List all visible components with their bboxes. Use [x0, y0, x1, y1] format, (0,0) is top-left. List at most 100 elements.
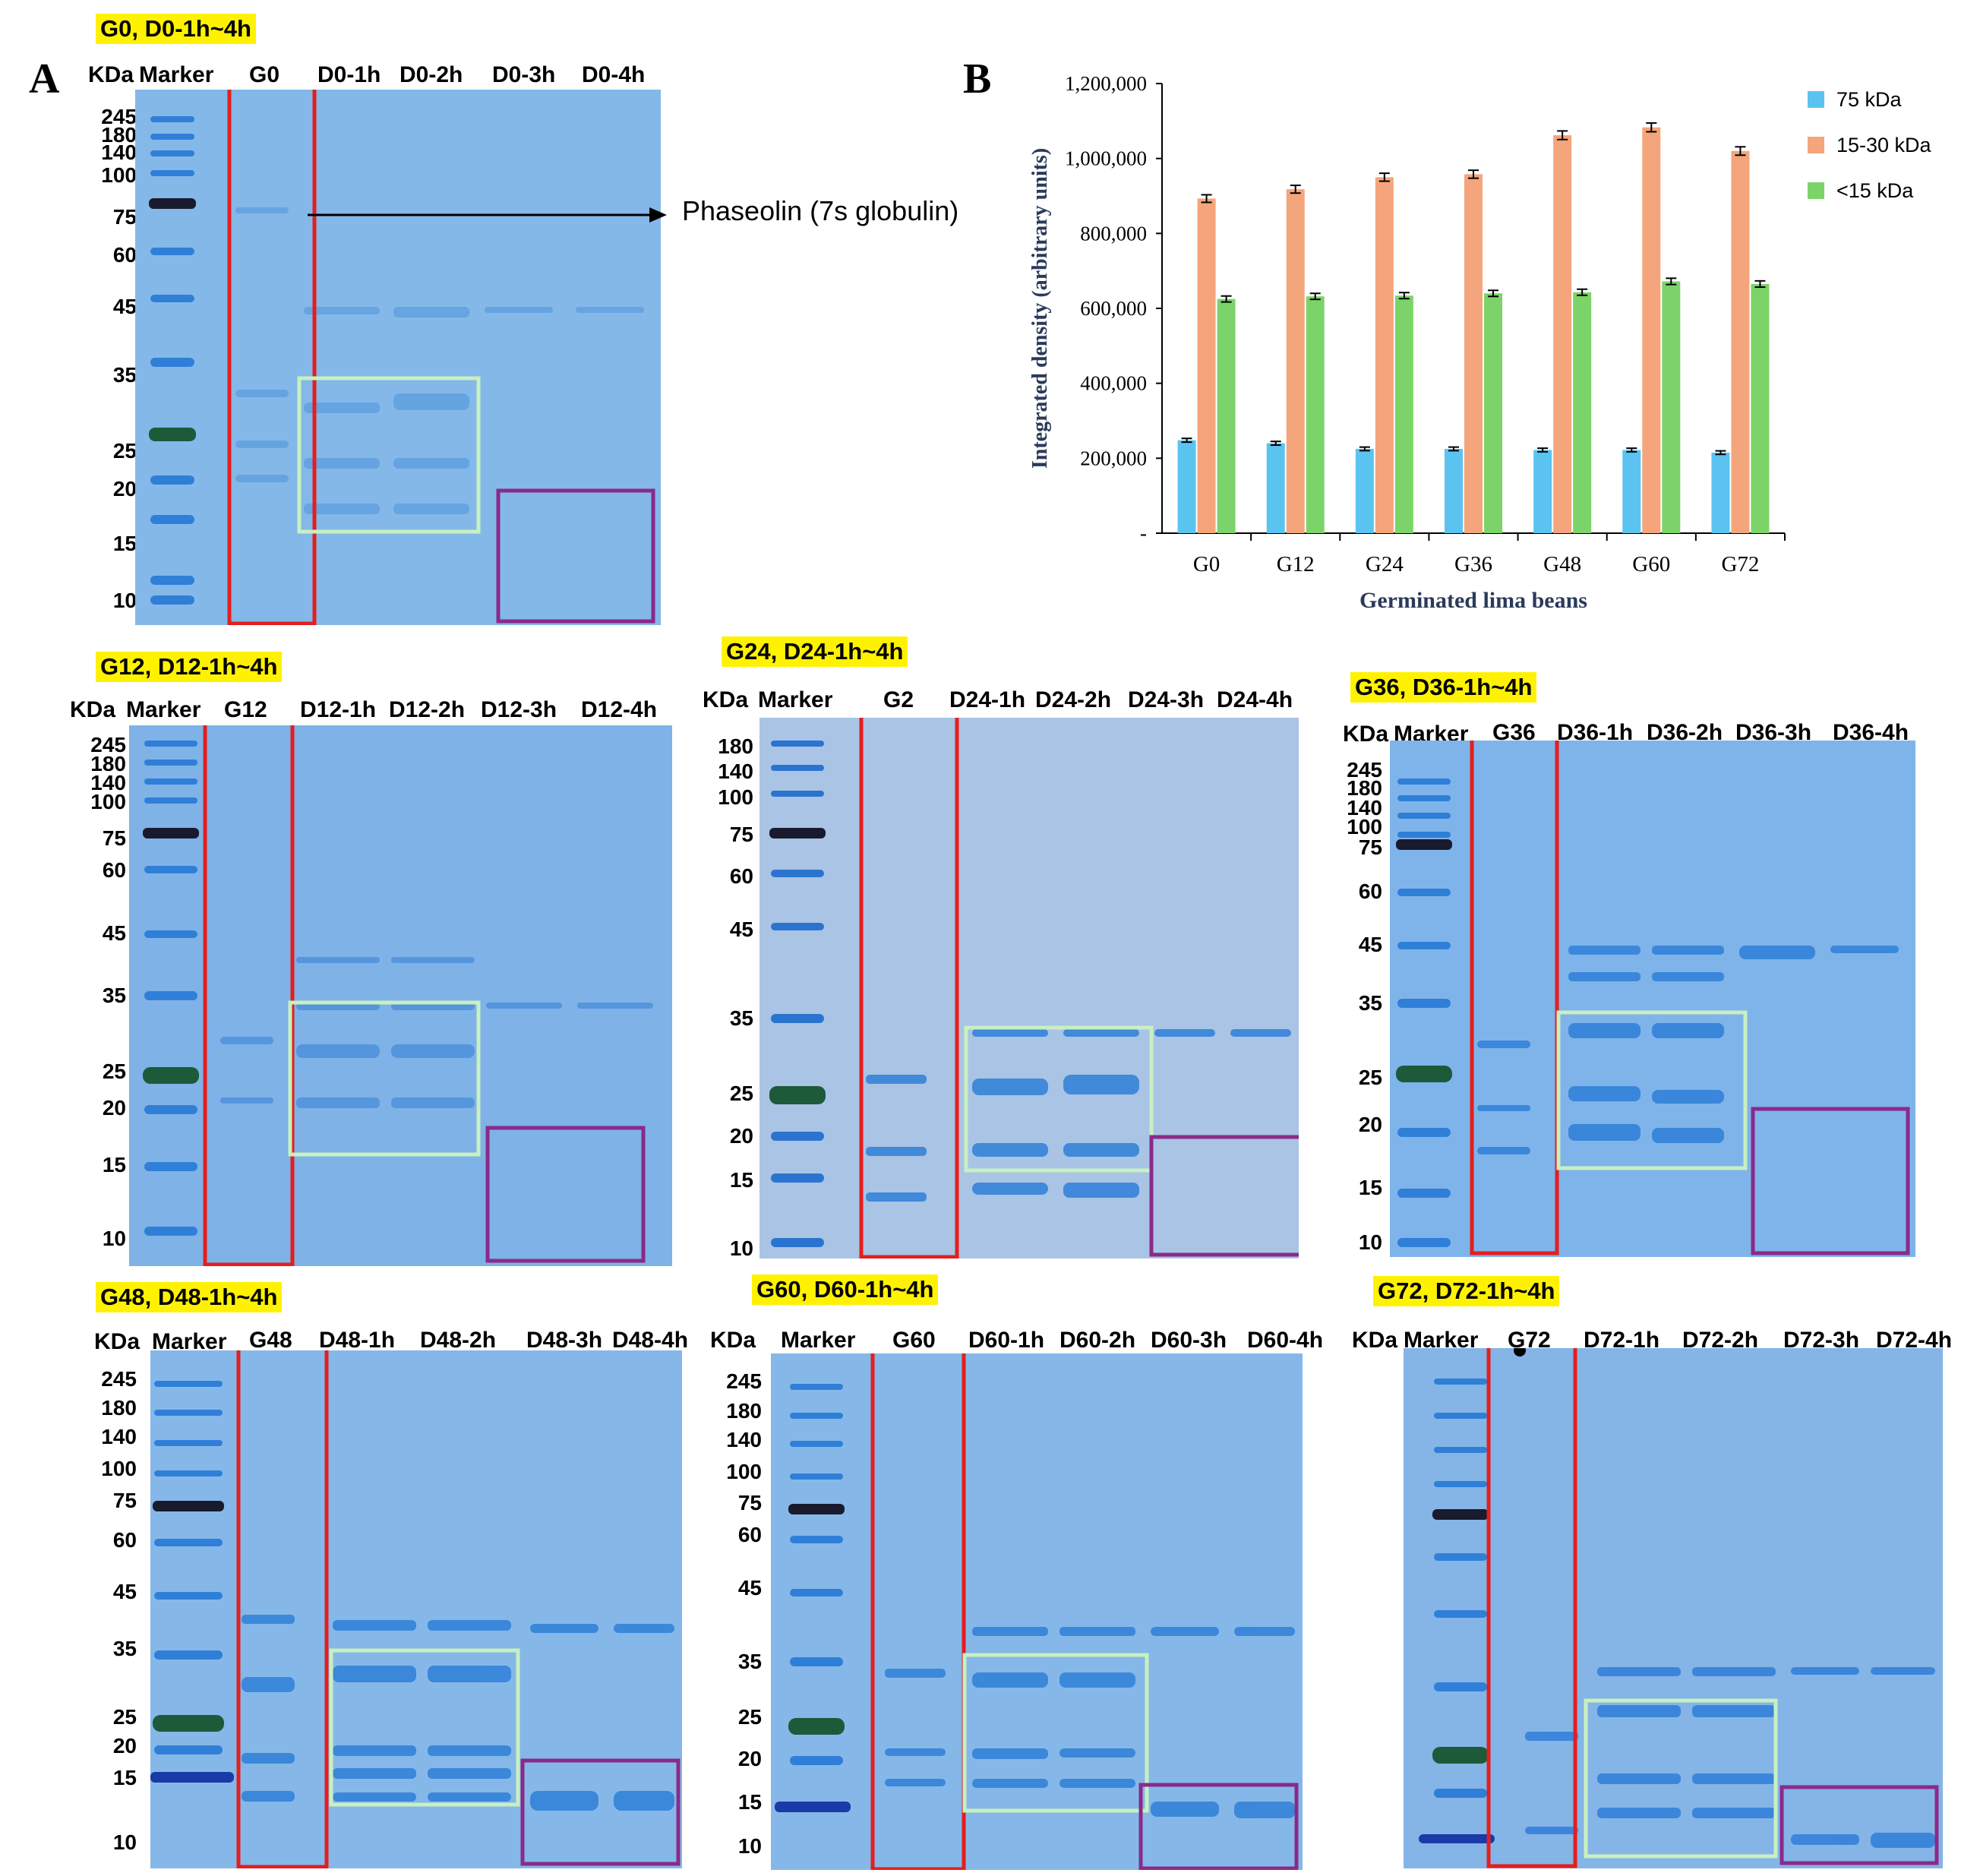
ladder-label: 140	[1347, 796, 1382, 820]
ladder-label: 45	[112, 1580, 137, 1603]
ladder-label: 25	[112, 1705, 137, 1729]
ladder-label: 60	[1358, 880, 1382, 903]
ladder-label: 20	[102, 1096, 126, 1120]
x-tick-label: G60	[1632, 552, 1670, 576]
gel-image	[135, 90, 661, 625]
y-tick-label: 200,000	[1080, 447, 1147, 469]
ladder-label: 75	[102, 826, 126, 850]
ladder-label: 25	[729, 1082, 753, 1105]
kda-header: KDa	[1352, 1328, 1398, 1353]
marker-label: Marker	[126, 697, 201, 722]
ladder-label: 245	[101, 1367, 137, 1391]
ladder-label: 60	[112, 1528, 137, 1552]
lane-label: D24-2h	[1035, 687, 1112, 712]
ladder-label: 35	[737, 1650, 762, 1673]
x-tick-label: G24	[1366, 552, 1404, 576]
gel-tag: G72, D72-1h~4h	[1373, 1276, 1560, 1306]
ladder-label: 75	[737, 1491, 762, 1514]
gel-image	[150, 1350, 682, 1868]
y-tick-label: 800,000	[1080, 222, 1147, 245]
bar-15kda	[1394, 295, 1413, 533]
x-tick-label: G48	[1543, 552, 1581, 576]
lane-label: D60-1h	[968, 1328, 1045, 1353]
gel-tag: G24, D24-1h~4h	[722, 636, 908, 667]
ladder-label: 100	[101, 163, 137, 187]
ladder-label: 10	[112, 1830, 137, 1854]
y-axis-label: Integrated density (arbitrary units)	[1028, 148, 1052, 469]
lane-label: D48-4h	[612, 1328, 689, 1353]
ladder-label: 35	[1358, 991, 1382, 1015]
lane-label: D24-3h	[1128, 687, 1205, 712]
x-tick-label: G0	[1193, 552, 1220, 576]
lane-label: G60	[892, 1328, 936, 1353]
lane-label: G2	[883, 687, 914, 712]
ladder-label: 75	[112, 1489, 137, 1512]
ladder-label: 35	[112, 363, 137, 387]
kda-header: KDa	[703, 687, 749, 712]
legend-swatch	[1808, 91, 1824, 108]
lane-label: D48-2h	[420, 1328, 497, 1353]
bar-1530kda	[1197, 198, 1216, 533]
ladder-label: 15	[1358, 1176, 1382, 1199]
ladder-label: 15	[737, 1790, 762, 1814]
ladder-label: 35	[729, 1006, 753, 1030]
legend-label: 75 kDa	[1836, 88, 1903, 111]
kda-header: KDa	[88, 62, 134, 87]
phaseolin-arrow	[308, 207, 667, 223]
ladder-label: 140	[101, 1425, 137, 1448]
density-bar-chart: - 200,000 400,000 600,000 800,000 1,000,000 1,…	[1028, 72, 1932, 613]
lane-label: G48	[249, 1328, 292, 1353]
lane-label: D48-1h	[319, 1328, 396, 1353]
gel-tag: G36, D36-1h~4h	[1350, 672, 1537, 703]
ladder-label: 45	[729, 917, 753, 941]
gel-image	[771, 1353, 1303, 1870]
ladder-label: 140	[726, 1428, 762, 1451]
ladder-label: 75	[1358, 835, 1382, 859]
lane-label: G12	[224, 697, 267, 722]
bar-15kda	[1573, 292, 1592, 533]
x-axis-label: Germinated lima beans	[1359, 588, 1587, 613]
ladder-label: 20	[1358, 1113, 1382, 1136]
ladder-label: 100	[90, 790, 126, 813]
y-tick-label: 600,000	[1080, 297, 1147, 320]
marker-label: Marker	[781, 1328, 856, 1353]
ladder-label: 45	[102, 921, 126, 945]
lane-label: D0-2h	[399, 62, 463, 87]
ladder-label: 10	[1358, 1230, 1382, 1254]
lane-label: D12-3h	[481, 697, 557, 722]
kda-header: KDa	[70, 697, 116, 722]
lane-label: D0-4h	[582, 62, 646, 87]
lane-label: D48-3h	[526, 1328, 603, 1353]
lane-label: D12-4h	[581, 697, 658, 722]
lane-label: D60-4h	[1247, 1328, 1324, 1353]
ladder-label: 35	[112, 1637, 137, 1660]
ladder-label: 25	[102, 1060, 126, 1083]
lane-label: D24-1h	[949, 687, 1026, 712]
ladder-label: 35	[102, 984, 126, 1007]
lane-label: D60-2h	[1059, 1328, 1136, 1353]
ladder-label: 60	[102, 858, 126, 882]
ladder-label: 15	[729, 1168, 753, 1192]
gel-tag: G0, D0-1h~4h	[96, 14, 256, 44]
marker-label: Marker	[758, 687, 833, 712]
ladder-label: 20	[729, 1124, 753, 1148]
bar-15kda	[1484, 293, 1502, 533]
ladder-label: 180	[90, 752, 126, 775]
ladder-label: 10	[112, 589, 137, 612]
ladder-label: 10	[729, 1236, 753, 1260]
bar-15kda	[1217, 298, 1236, 533]
kda-header: KDa	[710, 1328, 756, 1353]
bar-75kda	[1177, 440, 1196, 533]
ladder-label: 245	[726, 1369, 762, 1393]
lane-label: G0	[249, 62, 280, 87]
ladder-label: 60	[737, 1523, 762, 1546]
legend-label: <15 kDa	[1836, 179, 1914, 202]
kda-header: KDa	[1343, 722, 1389, 747]
bar-15kda	[1751, 283, 1770, 533]
panel-b-label: B	[963, 55, 992, 103]
bar-1530kda	[1642, 127, 1661, 534]
y-tick-label: 400,000	[1080, 372, 1147, 395]
gel-image	[1390, 741, 1915, 1257]
x-tick-label: G36	[1454, 552, 1492, 576]
bar-75kda	[1445, 449, 1463, 533]
